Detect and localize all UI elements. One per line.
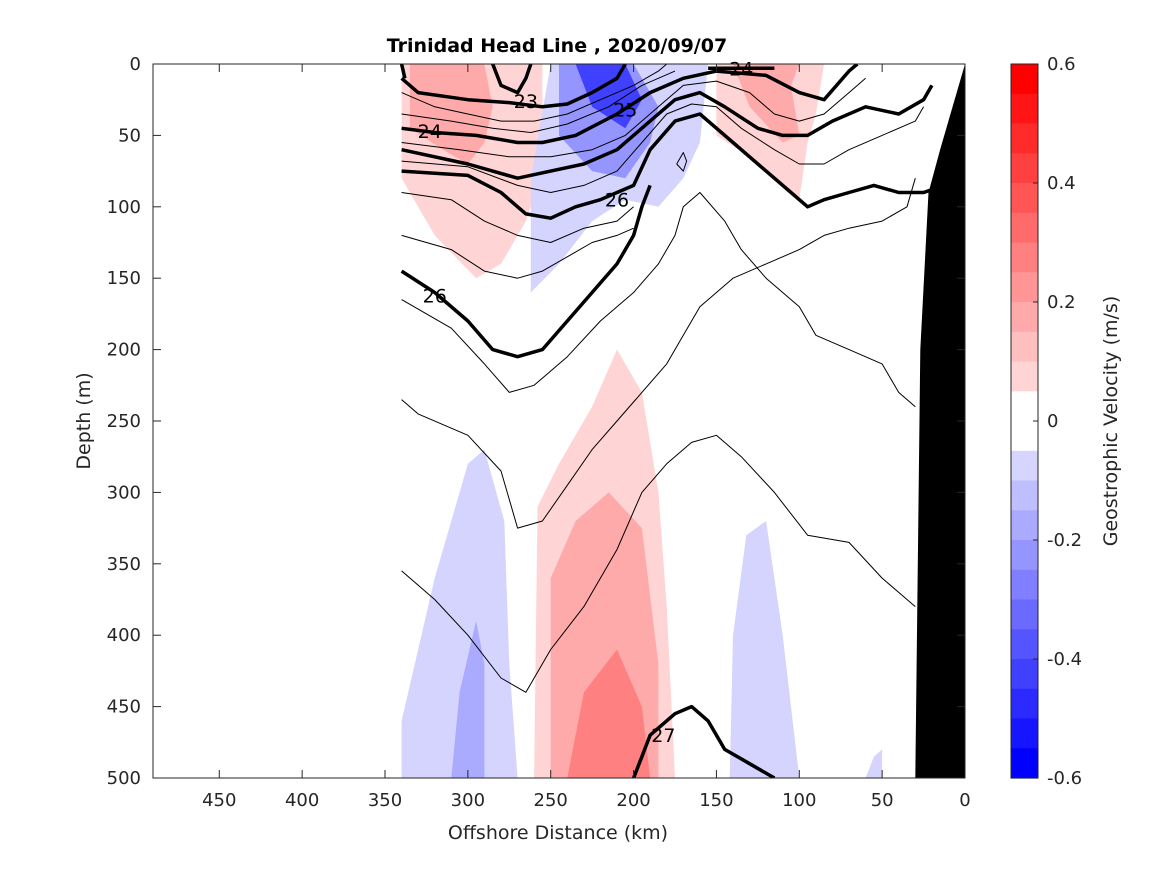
colorbar-tick-label-5: -0.4 [1047,649,1082,670]
colorbar-level-5 [1011,212,1038,244]
velocity-region-11 [401,449,518,778]
colorbar-level-14 [1011,480,1038,511]
contour-label-2: 24 [729,58,753,80]
colorbar-tick-label-1: 0.4 [1047,173,1076,194]
x-axis: 450 400 350 300 250 200 150 100 50 0 [202,64,971,811]
y-tick-label-4: 200 [107,340,141,361]
y-tick-label-9: 450 [107,697,141,718]
density-contour-9 [401,64,668,122]
density-contour-4 [491,64,533,95]
colorbar-level-22 [1011,718,1038,749]
y-tick-label-5: 250 [107,411,141,432]
colorbar: 0.6 0.4 0.2 0 -0.2 -0.4 -0.6 [1010,54,1082,789]
colorbar-tick-label-0: 0.6 [1047,54,1076,75]
x-tick-label-1: 400 [285,790,319,811]
plot-area: 23 24 24 25 26 26 27 [152,58,966,779]
colorbar-level-20 [1011,659,1038,690]
colorbar-level-3 [1011,153,1038,184]
chart-title: Trinidad Head Line , 2020/09/07 [387,35,727,57]
colorbar-tick-label-4: -0.2 [1047,530,1082,551]
density-contour-1 [401,64,859,145]
velocity-region-10 [567,649,651,778]
velocity-layer [401,64,883,778]
colorbar-level-9 [1011,331,1038,363]
y-tick-label-1: 50 [118,125,141,146]
y-tick-label-8: 400 [107,625,141,646]
velocity-region-12 [451,620,485,778]
density-contour-7 [400,184,652,359]
x-tick-label-8: 50 [871,790,894,811]
colorbar-level-18 [1011,599,1038,630]
y-tick-label-7: 350 [107,554,141,575]
colorbar-level-23 [1011,748,1038,779]
x-tick-label-9: 0 [959,790,970,811]
colorbar-level-19 [1011,629,1038,660]
density-contour-11 [401,77,866,158]
colorbar-level-17 [1011,569,1038,601]
x-tick-label-0: 450 [202,790,236,811]
y-axis-label: Depth (m) [73,372,95,469]
x-axis-label: Offshore Distance (km) [448,822,668,844]
colorbar-tick-label-3: 0 [1047,411,1058,432]
density-contour-12 [401,103,925,193]
x-tick-label-5: 200 [616,790,650,811]
x-tick-label-2: 350 [368,790,402,811]
x-tick-label-4: 250 [534,790,568,811]
contour-label-1: 24 [418,121,442,143]
density-contour-16 [401,178,916,529]
y-tick-label-6: 300 [107,482,141,503]
colorbar-tick-label-2: 0.2 [1047,292,1076,313]
density-contour-10 [401,70,676,133]
density-contour-15 [401,192,916,408]
y-tick-label-3: 150 [107,268,141,289]
colorbar-level-7 [1011,272,1038,303]
colorbar-level-11 [1011,391,1038,422]
colorbar-level-16 [1011,540,1038,571]
density-contour-3 [401,84,934,180]
colorbar-level-15 [1011,510,1038,541]
colorbar-label: Geostrophic Velocity (m/s) [1100,296,1122,546]
density-contour-18 [676,152,688,172]
contour-label-0: 23 [514,91,538,113]
colorbar-level-2 [1011,123,1038,154]
density-contour-13 [401,192,634,243]
contour-label-8: 27 [651,725,675,747]
contour-label-6: 26 [605,190,629,212]
colorbar-level-8 [1011,302,1038,333]
x-tick-label-6: 150 [699,790,733,811]
colorbar-level-1 [1011,93,1038,125]
velocity-region-1 [409,64,493,164]
density-contour-5 [399,64,407,79]
contour-label-7: 26 [423,285,447,307]
colorbar-level-4 [1011,183,1038,214]
y-axis: 0 50 100 150 200 250 300 350 400 450 500 [107,54,965,789]
density-contour-6 [401,112,933,220]
x-tick-label-7: 100 [782,790,816,811]
contour-label-3: 25 [613,100,637,122]
colorbar-level-12 [1011,421,1038,452]
colorbar-level-0 [1011,64,1038,95]
contour-layer [399,64,934,778]
seafloor-topography [915,64,965,778]
density-contour-14 [401,227,634,279]
y-tick-label-10: 500 [107,768,141,789]
colorbar-level-10 [1011,361,1038,392]
velocity-region-14 [865,749,883,778]
density-contour-0 [400,64,627,109]
colorbar-tick-label-6: -0.6 [1047,768,1082,789]
y-tick-label-2: 100 [107,197,141,218]
density-contour-17 [401,434,916,693]
velocity-region-13 [729,521,800,778]
colorbar-level-6 [1011,242,1038,273]
y-tick-label-0: 0 [130,54,141,75]
x-tick-label-3: 300 [451,790,485,811]
colorbar-level-21 [1011,688,1038,720]
density-contour-8 [631,704,776,778]
colorbar-level-13 [1011,450,1038,482]
